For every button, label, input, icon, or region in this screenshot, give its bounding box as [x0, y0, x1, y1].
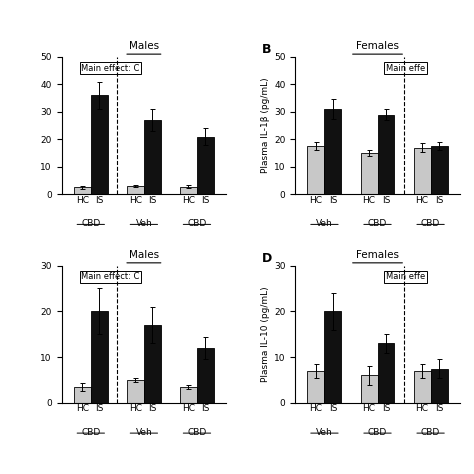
Text: Veh: Veh	[136, 428, 152, 437]
Text: Veh: Veh	[136, 219, 152, 228]
Text: CBD: CBD	[368, 428, 387, 437]
Bar	[74, 387, 91, 403]
Bar	[91, 95, 108, 194]
Text: Main effe: Main effe	[386, 64, 425, 73]
Bar	[91, 311, 108, 403]
Text: Males: Males	[129, 41, 159, 51]
Bar	[144, 120, 161, 194]
Bar	[377, 115, 394, 194]
Bar	[324, 311, 341, 403]
Bar	[430, 146, 447, 194]
Text: CBD: CBD	[421, 219, 440, 228]
Text: CBD: CBD	[81, 219, 100, 228]
Text: Females: Females	[356, 250, 399, 260]
Bar	[127, 186, 144, 194]
Bar	[361, 153, 377, 194]
Text: Veh: Veh	[316, 219, 333, 228]
Text: B: B	[262, 43, 272, 56]
Text: Main effe: Main effe	[386, 273, 425, 282]
Text: D: D	[262, 252, 273, 265]
Bar	[324, 109, 341, 194]
Y-axis label: Plasma IL-1β (pg/mL): Plasma IL-1β (pg/mL)	[261, 78, 270, 173]
Text: Main effect: C: Main effect: C	[82, 64, 140, 73]
Bar	[414, 371, 430, 403]
Bar	[430, 369, 447, 403]
Text: CBD: CBD	[187, 219, 207, 228]
Text: Main effect: C: Main effect: C	[82, 273, 140, 282]
Y-axis label: Plasma IL-10 (pg/mL): Plasma IL-10 (pg/mL)	[261, 286, 270, 382]
Bar	[127, 380, 144, 403]
Bar	[414, 147, 430, 194]
Bar	[197, 348, 214, 403]
Bar	[361, 375, 377, 403]
Text: Veh: Veh	[316, 428, 333, 437]
Bar	[74, 187, 91, 194]
Bar	[308, 371, 324, 403]
Bar	[180, 186, 197, 194]
Bar	[144, 325, 161, 403]
Bar	[377, 343, 394, 403]
Bar	[308, 146, 324, 194]
Text: CBD: CBD	[81, 428, 100, 437]
Text: CBD: CBD	[421, 428, 440, 437]
Text: CBD: CBD	[368, 219, 387, 228]
Text: CBD: CBD	[187, 428, 207, 437]
Bar	[197, 137, 214, 194]
Text: Males: Males	[129, 250, 159, 260]
Text: Females: Females	[356, 41, 399, 51]
Bar	[180, 387, 197, 403]
